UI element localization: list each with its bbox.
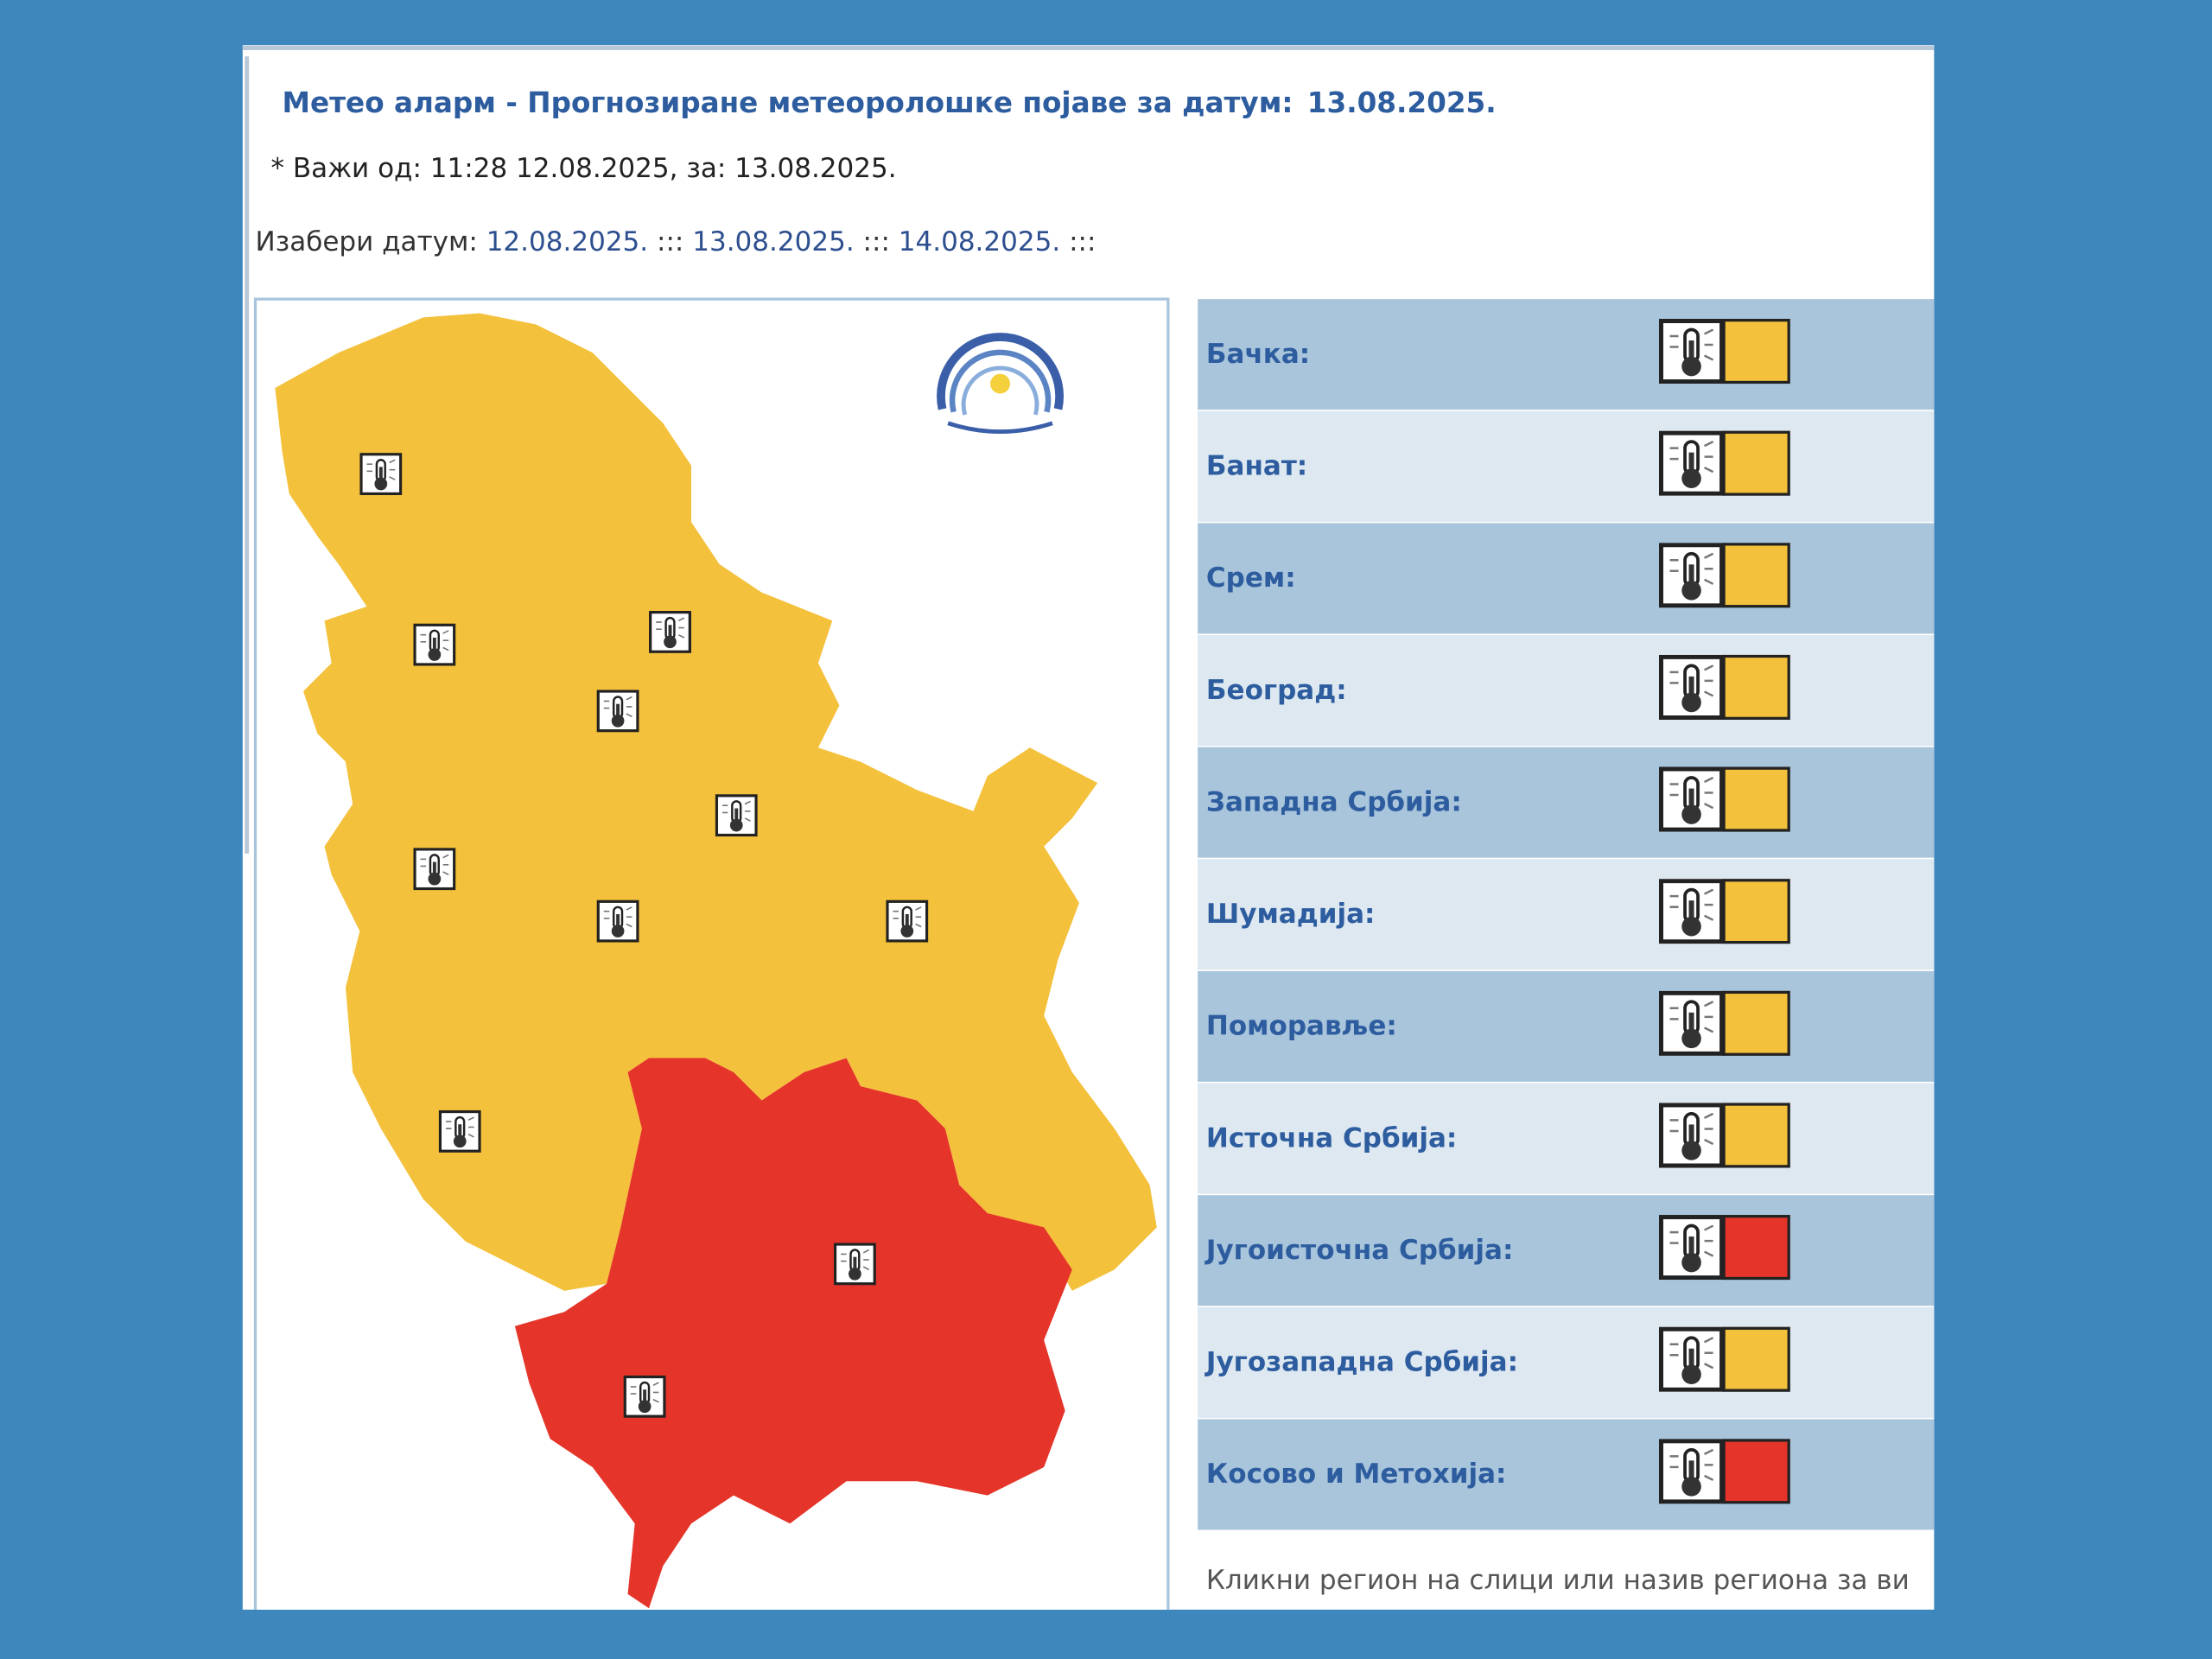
row-background <box>1198 859 1935 970</box>
region-row[interactable]: Банат: <box>1198 410 1945 522</box>
region-row[interactable]: Поморавље: <box>1198 970 1945 1082</box>
warning-level <box>1722 1215 1790 1281</box>
date-link[interactable]: 13.08.2025. <box>692 226 854 257</box>
warning-icon <box>1662 1105 1722 1166</box>
region-name: Западна Србија: <box>1206 786 1462 817</box>
row-background <box>1198 299 1935 410</box>
row-background <box>1198 410 1935 522</box>
map-icon <box>359 453 403 496</box>
warning-icon <box>1662 545 1722 606</box>
warning-level <box>1722 1326 1790 1392</box>
region-name: Источна Србија: <box>1206 1122 1457 1154</box>
region-name: Југозападна Србија: <box>1205 1347 1518 1378</box>
map-icon <box>715 794 758 837</box>
region-row[interactable]: Срем: <box>1198 523 1945 634</box>
region-name: Шумадија: <box>1206 899 1376 930</box>
map-icon <box>413 848 456 891</box>
separator: ::: <box>657 226 683 257</box>
warning-icon <box>1662 657 1722 717</box>
title-text: Метео аларм - Прогнозиране метеоролошке … <box>283 86 1294 119</box>
warning-level <box>1722 318 1790 385</box>
row-background <box>1198 970 1935 1082</box>
map-icon <box>596 899 639 943</box>
title: Метео аларм - Прогнозиране метеоролошке … <box>283 86 1497 119</box>
map-icon <box>833 1243 876 1286</box>
logo <box>937 333 1065 435</box>
date-link[interactable]: 12.08.2025. <box>486 226 648 257</box>
region-name: Срем: <box>1206 563 1296 594</box>
map-icon <box>886 899 929 943</box>
warning-level <box>1722 1103 1790 1168</box>
date-picker: Изабери датум: 12.08.2025. ::: 13.08.202… <box>256 226 1096 257</box>
region-row[interactable]: Косово и Метохија: <box>1198 1419 1945 1530</box>
separator: ::: <box>1069 226 1096 257</box>
row-background <box>1198 523 1935 634</box>
date-label: Изабери датум: <box>256 226 478 257</box>
map-icon <box>413 623 456 666</box>
row-background <box>1198 635 1935 747</box>
warning-icon <box>1662 1217 1722 1278</box>
region-name: Поморавље: <box>1206 1011 1397 1042</box>
region-list: Бачка: Банат: Срем: Београд: Западна Србија:… <box>1198 299 1945 1530</box>
content: Метео аларм - Прогнозиране метеоролошке … <box>242 46 1945 1610</box>
region-row[interactable]: Југоисточна Србија: <box>1198 1195 1945 1306</box>
map-icon <box>438 1109 481 1153</box>
date-link[interactable]: 14.08.2025. <box>899 226 1060 257</box>
warning-icon <box>1662 769 1722 830</box>
warning-icon <box>1662 1441 1722 1502</box>
title-date: 13.08.2025. <box>1307 86 1497 119</box>
row-background <box>1198 1419 1935 1530</box>
warning-icon <box>1662 993 1722 1053</box>
region-row[interactable]: Бачка: <box>1198 299 1945 410</box>
valid-line: * Важи од: 11:28 12.08.2025, за: 13.08.2… <box>270 153 896 184</box>
warning-level <box>1722 990 1790 1056</box>
map-region-red[interactable] <box>514 1058 1072 1609</box>
region-name: Бачка: <box>1206 339 1310 370</box>
map-icon <box>623 1375 666 1418</box>
warning-level <box>1722 879 1790 944</box>
warning-icon <box>1662 881 1722 942</box>
footer-hint: Кликни регион на слици или назив региона… <box>1206 1565 1910 1596</box>
map-icon <box>596 690 639 733</box>
region-row[interactable]: Београд: <box>1198 635 1945 747</box>
warning-level <box>1722 543 1790 608</box>
row-background <box>1198 1195 1935 1306</box>
region-name: Југоисточна Србија: <box>1205 1235 1513 1266</box>
region-row[interactable]: Западна Србија: <box>1198 747 1945 858</box>
region-row[interactable]: Шумадија: <box>1198 859 1945 970</box>
warning-level <box>1722 1439 1790 1504</box>
row-background <box>1198 1083 1935 1194</box>
warning-level <box>1722 654 1790 720</box>
separator: ::: <box>863 226 890 257</box>
region-name: Косово и Метохија: <box>1206 1459 1507 1490</box>
row-background <box>1198 1306 1935 1418</box>
region-name: Београд: <box>1206 675 1347 706</box>
warning-level <box>1722 766 1790 832</box>
row-background <box>1198 747 1935 858</box>
warning-level <box>1722 430 1790 496</box>
warning-icon <box>1662 321 1722 381</box>
warning-icon <box>1662 1329 1722 1389</box>
map-icon <box>649 610 691 653</box>
region-row[interactable]: Источна Србија: <box>1198 1083 1945 1194</box>
region-row[interactable]: Југозападна Србија: <box>1198 1306 1945 1418</box>
warning-icon <box>1662 433 1722 493</box>
region-name: Банат: <box>1206 451 1307 482</box>
